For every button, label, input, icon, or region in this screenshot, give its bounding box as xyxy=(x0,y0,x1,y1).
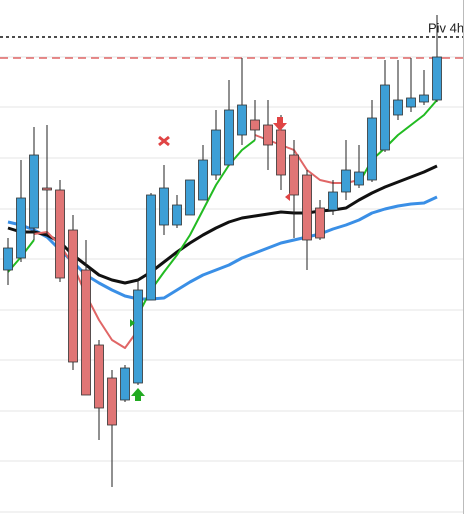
candle-body xyxy=(94,344,104,409)
candle-body xyxy=(42,187,52,191)
candle-body xyxy=(185,179,195,216)
candle-body xyxy=(328,191,338,211)
moving-average xyxy=(7,195,438,301)
signal-small xyxy=(285,193,290,201)
candle-body xyxy=(133,289,143,384)
candle-body xyxy=(315,207,325,239)
candles xyxy=(3,15,442,487)
candle-body xyxy=(198,159,208,201)
signals xyxy=(130,117,290,401)
candle-body xyxy=(289,154,299,196)
candle-body xyxy=(380,84,390,151)
candle-body xyxy=(406,97,416,108)
candle-body xyxy=(276,129,286,176)
candle-body xyxy=(16,197,26,259)
candle-body xyxy=(159,187,169,226)
candle-body xyxy=(419,94,429,103)
signal-x xyxy=(158,135,170,147)
candle-body xyxy=(211,129,221,176)
candle-body xyxy=(354,171,364,186)
candle-body xyxy=(302,174,312,241)
candle-body xyxy=(29,154,39,229)
candle-body xyxy=(120,367,130,401)
signal-small xyxy=(130,319,135,327)
candle-body xyxy=(393,99,403,116)
candle-body xyxy=(250,119,260,131)
candle-body xyxy=(81,269,91,396)
candle-body xyxy=(263,124,273,146)
signal-down xyxy=(273,117,287,131)
candle-body xyxy=(68,229,78,363)
candle-body xyxy=(237,104,247,136)
candle-body xyxy=(172,204,182,226)
candle-body xyxy=(224,109,234,166)
candle-body xyxy=(3,247,13,271)
signal-up xyxy=(131,388,145,401)
reference-lines: Piv 4h xyxy=(0,20,464,59)
candle-body xyxy=(146,194,156,301)
moving-average xyxy=(7,164,438,285)
ref-label: Piv 4h xyxy=(428,20,464,35)
candle-body xyxy=(341,169,351,193)
candle-body xyxy=(367,117,377,181)
candle-body xyxy=(432,56,442,101)
candle-body xyxy=(107,377,117,426)
candle-body xyxy=(55,189,65,279)
